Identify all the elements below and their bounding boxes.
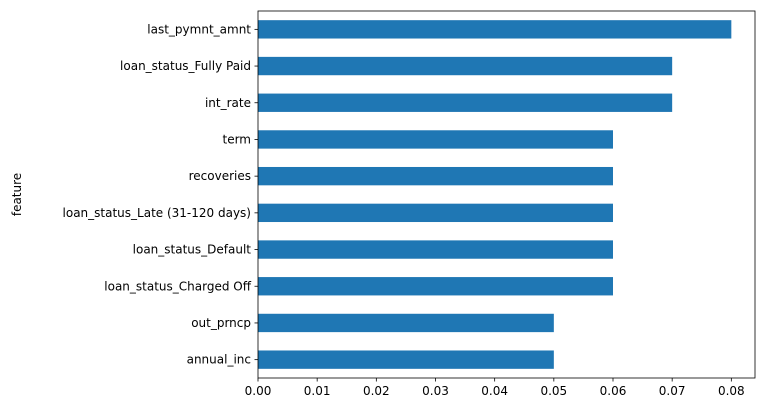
y-tick-label: loan_status_Fully Paid [120,59,251,73]
y-tick-label: loan_status_Charged Off [104,279,251,293]
x-tick-label: 0.03 [422,384,449,398]
bar-4 [258,166,613,186]
bar-3 [258,130,613,149]
y-tick-label: loan_status_Late (31-120 days) [63,206,251,220]
y-tick-label: int_rate [205,96,251,110]
bar-5 [258,203,613,223]
x-tick-label: 0.00 [245,384,272,398]
y-tick-label: term [223,132,252,146]
bar-0 [258,20,732,39]
bars-group [258,20,732,369]
y-tick-label: out_prncp [191,316,251,330]
bar-8 [258,313,554,333]
bar-7 [258,277,613,296]
plot-area-frame [257,10,756,379]
x-tick-label: 0.04 [481,384,508,398]
bar-2 [258,93,673,112]
x-tick-label: 0.08 [718,384,745,398]
y-axis-label: feature [10,173,24,216]
x-tick-label: 0.01 [304,384,331,398]
y-tick-label: last_pymnt_amnt [147,22,251,36]
y-tick-label: annual_inc [187,353,251,367]
y-tick-label: recoveries [189,169,251,183]
bar-9 [258,350,554,369]
x-tick-label: 0.07 [659,384,686,398]
x-tick-label: 0.02 [363,384,390,398]
x-tick-label: 0.05 [540,384,567,398]
x-ticks-group: 0.00 0.01 0.02 0.03 0.04 0.05 0.06 0.07 0.08 [245,378,745,398]
x-tick-label: 0.06 [600,384,627,398]
y-ticks-group: last_pymnt_amnt loan_status_Fully Paid int… [63,22,258,367]
bar-1 [258,56,673,76]
y-tick-label: loan_status_Default [133,243,252,257]
bar-6 [258,240,613,259]
